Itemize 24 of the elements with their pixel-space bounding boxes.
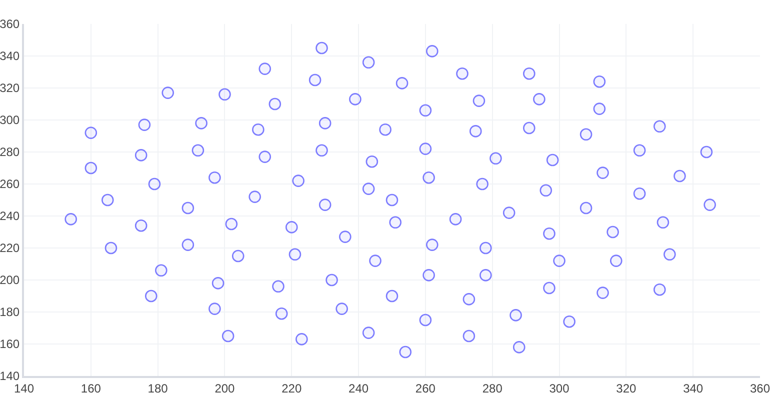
y-tick-label: 220: [0, 241, 20, 256]
y-tick-label: 200: [0, 273, 20, 288]
x-tick-label: 320: [616, 381, 637, 396]
y-tick-label: 160: [0, 337, 20, 352]
y-tick-label: 180: [0, 305, 20, 320]
y-tick-label: 140: [0, 369, 20, 384]
x-tick-label: 160: [80, 381, 102, 396]
x-tick-label: 360: [750, 381, 770, 396]
x-tick-label: 180: [148, 381, 168, 396]
x-tick-label: 280: [482, 381, 503, 396]
x-tick-label: 340: [683, 381, 704, 396]
y-tick-label: 340: [0, 49, 20, 64]
y-tick-label: 360: [0, 17, 20, 32]
y-tick-label: 280: [0, 145, 20, 160]
x-tick-label: 140: [14, 381, 34, 396]
x-tick-label: 260: [415, 381, 436, 396]
x-tick-label: 300: [549, 381, 570, 396]
x-tick-label: 200: [214, 381, 236, 396]
y-tick-label: 260: [0, 177, 20, 192]
y-tick-label: 240: [0, 209, 20, 224]
y-tick-label: 300: [0, 113, 20, 128]
x-tick-label: 240: [348, 381, 369, 396]
x-tick-label: 220: [282, 381, 302, 396]
y-tick-label: 320: [0, 81, 20, 96]
